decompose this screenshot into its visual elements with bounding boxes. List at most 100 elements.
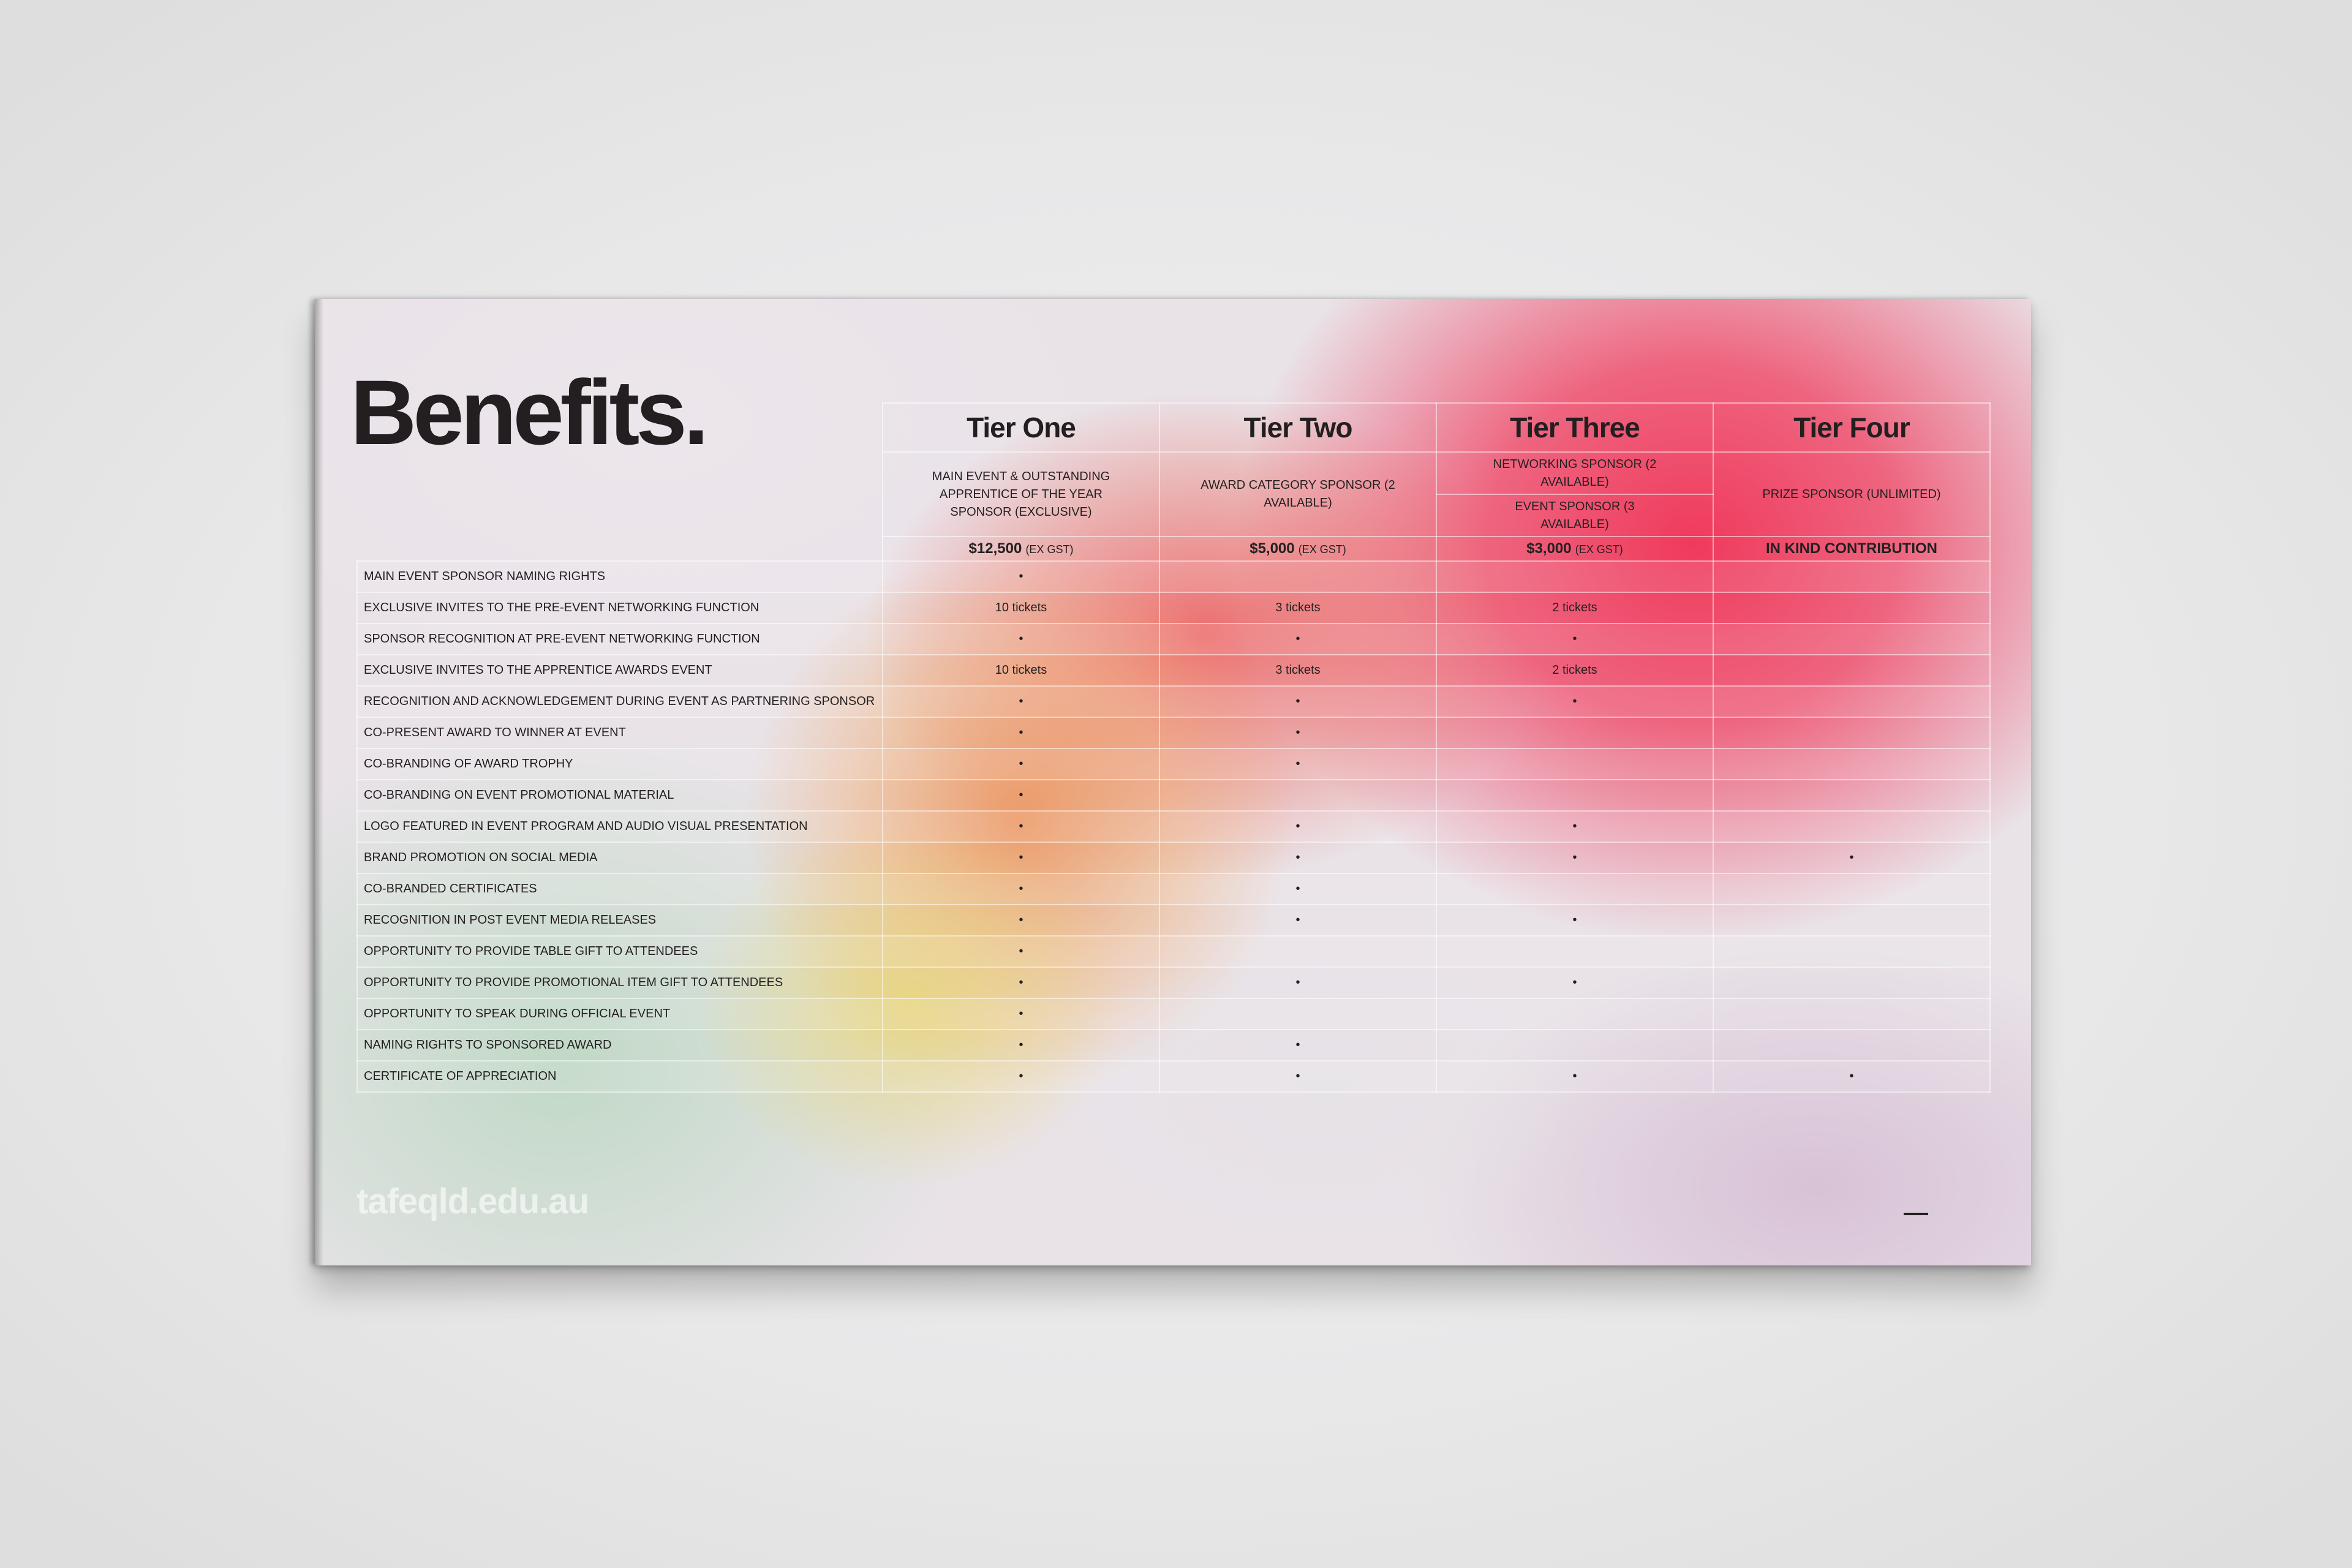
included-dot: • [1019, 726, 1023, 739]
included-dot: • [1295, 695, 1300, 708]
included-dot: • [1019, 944, 1023, 958]
benefit-label: CO-BRANDING ON EVENT PROMOTIONAL MATERIA… [356, 779, 883, 812]
tier-price-cell: IN KIND CONTRIBUTION [1713, 536, 1991, 562]
benefit-cell: • [1436, 1060, 1714, 1093]
included-dot: • [1019, 788, 1023, 802]
benefit-value: 3 tickets [1275, 601, 1321, 614]
included-dot: • [1019, 1007, 1023, 1020]
table-row: SPONSOR RECOGNITION AT PRE-EVENT NETWORK… [356, 623, 1991, 655]
site-url: tafeqld.edu.au [356, 1182, 589, 1221]
benefit-cell: • [882, 560, 1160, 593]
benefit-label: SPONSOR RECOGNITION AT PRE-EVENT NETWORK… [356, 623, 883, 655]
table-row: OPPORTUNITY TO PROVIDE PROMOTIONAL ITEM … [356, 967, 1991, 999]
included-dot: • [1019, 695, 1023, 708]
benefit-label: MAIN EVENT SPONSOR NAMING RIGHTS [356, 560, 883, 593]
benefit-value: 2 tickets [1552, 601, 1597, 614]
benefit-cell: • [1436, 685, 1714, 718]
benefit-cell: • [882, 1029, 1160, 1061]
benefit-cell [1713, 592, 1991, 624]
benefit-cell [1713, 779, 1991, 812]
table-row: CO-BRANDING OF AWARD TROPHY • • [356, 748, 1991, 780]
table-row: BRAND PROMOTION ON SOCIAL MEDIA • • • • [356, 842, 1991, 874]
benefit-cell [1713, 1029, 1991, 1061]
corner-cell [357, 403, 883, 561]
benefit-cell [1713, 967, 1991, 999]
benefit-cell [1713, 717, 1991, 749]
included-dot: • [1019, 976, 1023, 989]
benefit-value: 10 tickets [995, 601, 1047, 614]
included-dot: • [1572, 851, 1577, 864]
table-row: CO-BRANDED CERTIFICATES • • [356, 873, 1991, 905]
included-dot: • [1572, 632, 1577, 646]
tier-price-note: (EX GST) [1298, 543, 1346, 556]
tier-name: Tier Two [1159, 402, 1437, 453]
included-dot: • [1572, 913, 1577, 927]
included-dot: • [1295, 757, 1300, 771]
benefit-cell [1713, 810, 1991, 843]
benefit-cell: 10 tickets [882, 654, 1160, 687]
benefit-cell: • [882, 904, 1160, 937]
tier-name-row: Tier One Tier Two Tier Three Tier Four [357, 402, 1991, 453]
benefit-cell [1713, 560, 1991, 593]
benefit-cell [1159, 560, 1437, 593]
page-number-mark [1904, 1213, 1928, 1215]
benefit-cell: • [1436, 904, 1714, 937]
table-row: RECOGNITION AND ACKNOWLEDGEMENT DURING E… [356, 685, 1991, 718]
benefit-cell [1436, 998, 1714, 1030]
table-row: EXCLUSIVE INVITES TO THE PRE-EVENT NETWO… [356, 592, 1991, 624]
table-row: CO-BRANDING ON EVENT PROMOTIONAL MATERIA… [356, 779, 1991, 812]
table-row: RECOGNITION IN POST EVENT MEDIA RELEASES… [356, 904, 1991, 937]
included-dot: • [1849, 851, 1854, 864]
included-dot: • [1572, 976, 1577, 989]
tier-price-note: (EX GST) [1025, 543, 1074, 556]
benefit-label: EXCLUSIVE INVITES TO THE APPRENTICE AWAR… [356, 654, 883, 687]
table-row: NAMING RIGHTS TO SPONSORED AWARD • • [356, 1029, 1991, 1061]
tier-price-cell: $5,000 (EX GST) [1159, 536, 1437, 562]
brochure-page: Benefits. Tier One Tier Two Tier Three T… [315, 299, 2031, 1265]
table-row: CO-PRESENT AWARD TO WINNER AT EVENT • • [356, 717, 1991, 749]
included-dot: • [1295, 820, 1300, 833]
benefit-cell [1713, 748, 1991, 780]
tier-description: AWARD CATEGORY SPONSOR (2 AVAILABLE) [1159, 451, 1437, 537]
tier-name: Tier Three [1436, 402, 1714, 453]
benefit-cell: 3 tickets [1159, 654, 1437, 687]
page-spine-shadow [315, 299, 323, 1265]
tier-name: Tier One [882, 402, 1160, 453]
tier-price: $12,500 [968, 540, 1022, 557]
benefit-value: 10 tickets [995, 663, 1047, 677]
benefit-label: NAMING RIGHTS TO SPONSORED AWARD [356, 1029, 883, 1061]
benefit-cell: • [1713, 842, 1991, 874]
benefit-cell: • [1436, 623, 1714, 655]
included-dot: • [1849, 1069, 1854, 1083]
page-title: Benefits. [350, 361, 709, 464]
benefit-label: OPPORTUNITY TO PROVIDE TABLE GIFT TO ATT… [356, 935, 883, 968]
tier-description-row-2: EVENT SPONSOR (3 AVAILABLE) [357, 494, 1990, 537]
benefit-label: CO-BRANDING OF AWARD TROPHY [356, 748, 883, 780]
included-dot: • [1019, 757, 1023, 771]
tier-description: MAIN EVENT & OUTSTANDING APPRENTICE OF T… [882, 451, 1160, 537]
included-dot: • [1295, 1038, 1300, 1052]
benefit-label: EXCLUSIVE INVITES TO THE PRE-EVENT NETWO… [356, 592, 883, 624]
included-dot: • [1295, 726, 1300, 739]
benefit-label: CO-PRESENT AWARD TO WINNER AT EVENT [356, 717, 883, 749]
benefit-value: 2 tickets [1552, 663, 1597, 677]
benefit-cell: • [882, 748, 1160, 780]
included-dot: • [1572, 1069, 1577, 1083]
included-dot: • [1019, 570, 1023, 583]
benefit-rows: MAIN EVENT SPONSOR NAMING RIGHTS • EXCLUSI… [356, 560, 1991, 1093]
table-row: LOGO FEATURED IN EVENT PROGRAM AND AUDIO… [356, 810, 1991, 843]
benefit-label: RECOGNITION IN POST EVENT MEDIA RELEASES [356, 904, 883, 937]
included-dot: • [1295, 976, 1300, 989]
benefit-cell: 2 tickets [1436, 654, 1714, 687]
included-dot: • [1019, 1038, 1023, 1052]
benefit-cell: • [882, 1060, 1160, 1093]
benefit-cell [1713, 904, 1991, 937]
benefit-cell: • [882, 842, 1160, 874]
benefit-cell [1159, 935, 1437, 968]
benefit-cell [1713, 685, 1991, 718]
benefit-cell: • [882, 998, 1160, 1030]
benefit-cell: 3 tickets [1159, 592, 1437, 624]
benefit-cell: • [1159, 748, 1437, 780]
included-dot: • [1019, 851, 1023, 864]
